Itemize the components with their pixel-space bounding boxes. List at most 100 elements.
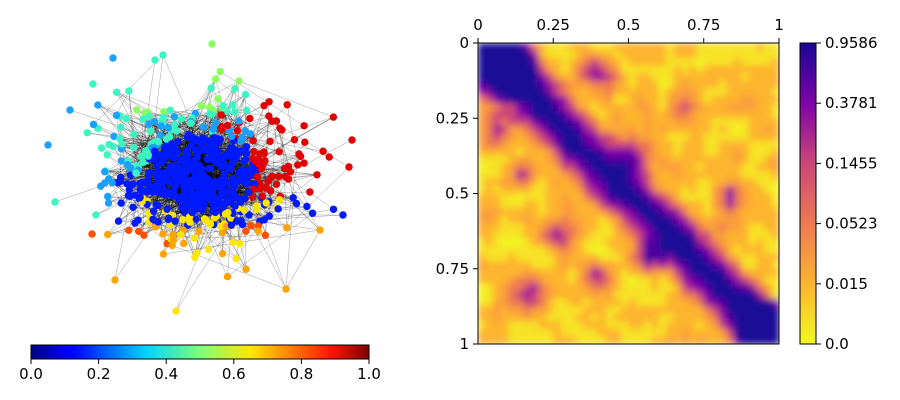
heatmap-cell bbox=[673, 50, 682, 59]
heatmap-cell bbox=[590, 50, 600, 59]
heatmap-cell bbox=[711, 306, 720, 315]
heatmap-cell bbox=[598, 155, 607, 165]
heatmap-cell bbox=[696, 95, 705, 104]
heatmap-cell bbox=[523, 201, 532, 210]
network-node bbox=[111, 276, 119, 284]
heatmap-cell bbox=[583, 246, 592, 255]
heatmap-cell bbox=[718, 178, 727, 187]
heatmap-cell bbox=[756, 313, 765, 323]
heatmap-cell bbox=[538, 328, 547, 338]
network-node bbox=[265, 112, 273, 120]
heatmap-cell bbox=[545, 246, 554, 255]
heatmap-cell bbox=[523, 223, 532, 232]
heatmap-cell bbox=[560, 276, 569, 285]
heatmap-cell bbox=[651, 216, 660, 225]
heatmap-cell bbox=[553, 193, 562, 202]
heatmap-cell bbox=[590, 291, 600, 300]
heatmap-cell bbox=[643, 253, 652, 262]
heatmap-cell bbox=[530, 110, 539, 119]
heatmap-cell bbox=[726, 336, 735, 344]
heatmap-cell bbox=[620, 163, 630, 172]
heatmap-cell bbox=[523, 185, 532, 195]
heatmap-cell bbox=[696, 43, 705, 52]
heatmap-cell bbox=[681, 193, 690, 202]
network-node bbox=[154, 201, 162, 210]
heatmap-cell bbox=[771, 231, 779, 240]
heatmap-cell bbox=[568, 185, 577, 195]
heatmap-cell bbox=[756, 95, 765, 104]
heatmap-cell bbox=[733, 268, 742, 277]
heatmap-cell bbox=[478, 276, 487, 285]
heatmap-cell bbox=[553, 88, 562, 97]
heatmap-cell bbox=[545, 178, 554, 187]
heatmap-cell bbox=[771, 163, 779, 172]
network-node bbox=[275, 172, 283, 181]
heatmap-cell bbox=[763, 336, 773, 344]
heatmap-cell bbox=[703, 283, 712, 292]
heatmap-cell bbox=[726, 73, 735, 82]
heatmap-cell bbox=[478, 88, 487, 97]
heatmap-cell bbox=[500, 253, 509, 262]
heatmap-cell bbox=[530, 261, 539, 270]
heatmap-cell bbox=[523, 336, 532, 344]
heatmap-cell bbox=[688, 238, 697, 247]
network-node bbox=[228, 145, 236, 153]
heatmap-cell bbox=[733, 185, 742, 195]
heatmap-cell bbox=[553, 268, 562, 277]
heatmap-cell bbox=[515, 328, 524, 338]
heatmap-cell bbox=[643, 110, 652, 119]
heatmap-cell bbox=[636, 73, 645, 82]
network-node bbox=[154, 183, 162, 192]
heatmap-cell bbox=[703, 321, 712, 330]
heatmap-cell bbox=[530, 216, 539, 225]
heatmap-cell bbox=[493, 50, 502, 59]
heatmap-cell bbox=[688, 246, 697, 255]
heatmap-cell bbox=[575, 65, 584, 74]
network-node bbox=[166, 162, 175, 170]
heatmap-cell bbox=[741, 148, 750, 157]
network-node bbox=[219, 102, 227, 110]
heatmap-cell bbox=[545, 170, 554, 180]
heatmap-cell bbox=[583, 178, 592, 187]
heatmap-cell bbox=[733, 291, 742, 300]
heatmap-cell bbox=[478, 118, 487, 127]
heatmap-cell bbox=[681, 313, 690, 323]
heatmap-cell bbox=[560, 328, 569, 338]
heatmap-cell bbox=[718, 298, 727, 307]
heatmap-cell bbox=[748, 283, 758, 292]
heatmap-cell bbox=[771, 193, 779, 202]
heatmap-cell bbox=[538, 253, 547, 262]
network-node bbox=[139, 115, 147, 123]
heatmap-cell bbox=[763, 50, 773, 59]
network-node bbox=[193, 249, 201, 257]
network-node bbox=[172, 127, 181, 135]
heatmap-cell bbox=[651, 283, 660, 292]
heatmap-cell bbox=[741, 231, 750, 240]
heatmap-cell bbox=[651, 140, 660, 149]
network-node bbox=[104, 199, 113, 207]
heatmap-cell bbox=[620, 125, 630, 134]
heatmap-cell bbox=[583, 306, 592, 315]
heatmap-cell bbox=[583, 261, 592, 270]
heatmap-cell bbox=[696, 291, 705, 300]
network-node bbox=[209, 195, 218, 203]
heatmap-cell bbox=[613, 216, 622, 225]
network-node bbox=[104, 230, 112, 239]
heatmap-cell bbox=[508, 73, 517, 82]
heatmap-cell bbox=[590, 43, 600, 52]
heatmap-x-tick-label: 0.75 bbox=[687, 16, 720, 34]
heatmap-cell bbox=[545, 283, 554, 292]
heatmap-cell bbox=[575, 125, 584, 134]
heatmap-cell bbox=[515, 170, 524, 180]
heatmap-cell bbox=[651, 208, 660, 217]
heatmap-cell bbox=[560, 43, 569, 52]
heatmap-cell bbox=[756, 103, 765, 112]
heatmap-cell bbox=[545, 73, 554, 82]
heatmap-cell bbox=[726, 328, 735, 338]
heatmap-cell bbox=[508, 283, 517, 292]
heatmap-cell bbox=[478, 328, 487, 338]
heatmap-cell bbox=[696, 246, 705, 255]
heatmap-cell bbox=[605, 216, 615, 225]
heatmap-cell bbox=[763, 298, 773, 307]
heatmap-cell bbox=[748, 95, 758, 104]
